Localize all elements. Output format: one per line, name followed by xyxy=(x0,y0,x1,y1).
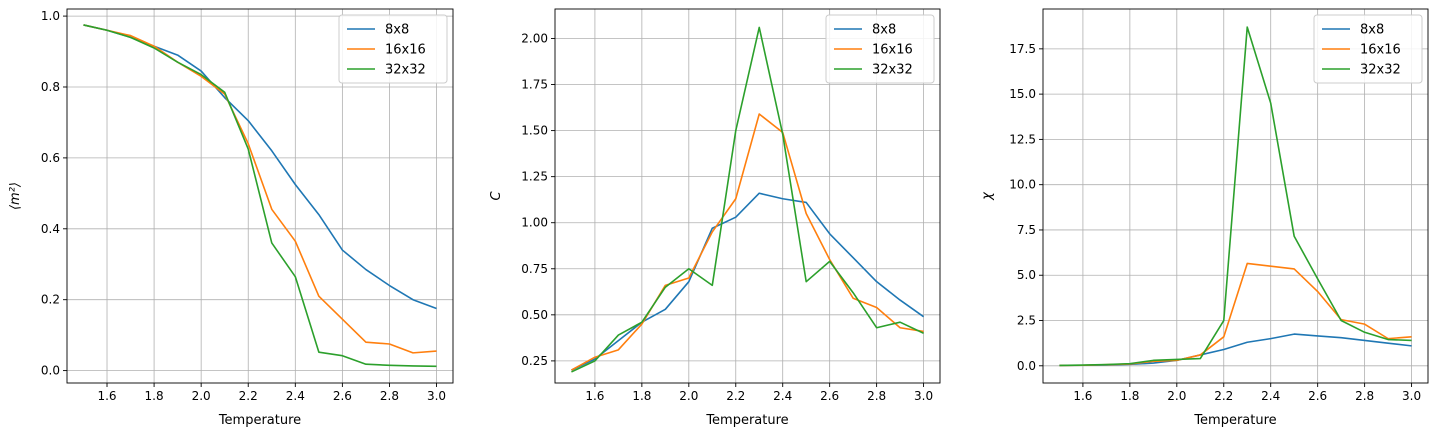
y-axis-label: χ xyxy=(980,191,995,201)
x-axis-label: Temperature xyxy=(218,413,301,428)
x-tick-label: 1.6 xyxy=(1073,389,1092,403)
x-tick-label: 1.6 xyxy=(97,389,116,403)
y-tick-label: 0.8 xyxy=(41,80,60,94)
chart-panel-1: 1.6 1.8 2.0 2.2 2.4 2.6 2.8 3.0 0.0 0.2 0.4 0.6 0.8 1… xyxy=(8,8,454,428)
x-tick-label: 2.4 xyxy=(1261,389,1280,403)
y-tick-label: 0.0 xyxy=(1017,359,1036,373)
y-axis-label: ⟨m²⟩ xyxy=(8,182,23,210)
legend-label: 8x8 xyxy=(385,23,409,38)
x-tick-label: 2.8 xyxy=(1355,389,1374,403)
x-tick-label: 2.2 xyxy=(726,389,745,403)
legend: 8x8 16x16 32x32 xyxy=(1313,14,1423,84)
legend: 8x8 16x16 32x32 xyxy=(338,14,448,84)
x-tick-label: 1.8 xyxy=(1120,389,1139,403)
series-line-16x16 xyxy=(571,113,924,371)
legend-label: 16x16 xyxy=(1360,43,1401,58)
x-tick-label: 3.0 xyxy=(1402,389,1421,403)
y-tick-label: 5.0 xyxy=(1017,268,1036,282)
series-line-8x8 xyxy=(1059,333,1412,367)
y-tick-label: 1.75 xyxy=(521,78,548,92)
legend-label: 8x8 xyxy=(872,23,896,38)
y-tick-label: 0.0 xyxy=(41,364,60,378)
y-tick-label: 10.0 xyxy=(1009,178,1036,192)
x-axis-label: Temperature xyxy=(705,413,788,428)
legend-label: 32x32 xyxy=(1360,63,1401,78)
x-tick-label: 2.6 xyxy=(333,389,352,403)
y-tick-label: 0.4 xyxy=(41,222,60,236)
y-tick-label: 0.2 xyxy=(41,293,60,307)
series-line-8x8 xyxy=(571,192,925,371)
chart-panel-2: 1.6 1.8 2.0 2.2 2.4 2.6 2.8 3.0 0.25 0.50 0.75 1.00… xyxy=(489,8,941,428)
x-tick-label: 3.0 xyxy=(914,389,933,403)
x-tick-label: 2.0 xyxy=(679,389,698,403)
x-tick-label: 2.4 xyxy=(286,389,305,403)
y-tick-label: 0.75 xyxy=(521,262,548,276)
y-tick-label: 0.25 xyxy=(521,354,548,368)
y-tick-label: 12.5 xyxy=(1009,132,1036,146)
x-tick-label: 2.4 xyxy=(773,389,792,403)
x-tick-label: 2.2 xyxy=(1214,389,1233,403)
axes-frame xyxy=(66,8,454,384)
y-tick-label: 7.5 xyxy=(1017,223,1036,237)
series-line-32x32 xyxy=(571,26,924,373)
x-tick-label: 1.8 xyxy=(145,389,164,403)
y-tick-label: 1.0 xyxy=(41,9,60,23)
legend-label: 32x32 xyxy=(385,63,426,78)
x-tick-label: 2.2 xyxy=(239,389,258,403)
y-tick-label: 0.6 xyxy=(41,151,60,165)
x-tick-label: 1.8 xyxy=(632,389,651,403)
x-tick-label: 2.0 xyxy=(1167,389,1186,403)
y-tick-label: 17.5 xyxy=(1009,42,1036,56)
y-tick-label: 2.00 xyxy=(521,31,548,45)
y-tick-label: 15.0 xyxy=(1009,87,1036,101)
series-line-16x16 xyxy=(83,24,437,354)
legend-label: 16x16 xyxy=(872,43,913,58)
y-tick-label: 1.50 xyxy=(521,124,548,138)
series-line-32x32 xyxy=(83,24,437,368)
y-tick-label: 2.5 xyxy=(1017,314,1036,328)
x-tick-label: 2.6 xyxy=(1308,389,1327,403)
legend-box xyxy=(1313,14,1423,84)
y-axis-label: C xyxy=(489,191,504,201)
axes-frame xyxy=(554,8,941,384)
x-tick-label: 2.8 xyxy=(867,389,886,403)
series-line-32x32 xyxy=(1059,26,1412,367)
x-tick-label: 2.6 xyxy=(820,389,839,403)
legend-label: 8x8 xyxy=(1360,23,1384,38)
legend-label: 16x16 xyxy=(385,43,426,58)
x-tick-label: 1.6 xyxy=(585,389,604,403)
series-line-8x8 xyxy=(83,24,437,310)
y-tick-label: 0.50 xyxy=(521,308,548,322)
y-tick-label: 1.25 xyxy=(521,170,548,184)
x-tick-label: 2.0 xyxy=(192,389,211,403)
chart-panel-3: 1.6 1.8 2.0 2.2 2.4 2.6 2.8 3.0 0.0 2.5 5.0 7.5 10.0… xyxy=(980,8,1429,428)
x-tick-label: 3.0 xyxy=(427,389,446,403)
legend: 8x8 16x16 32x32 xyxy=(825,14,935,84)
x-tick-label: 2.8 xyxy=(380,389,399,403)
x-axis-label: Temperature xyxy=(1193,413,1276,428)
legend-label: 32x32 xyxy=(872,63,913,78)
legend-box xyxy=(338,14,448,84)
series-line-16x16 xyxy=(1059,262,1412,367)
legend-box xyxy=(825,14,935,84)
y-tick-label: 1.00 xyxy=(521,216,548,230)
axes-frame xyxy=(1042,8,1429,384)
